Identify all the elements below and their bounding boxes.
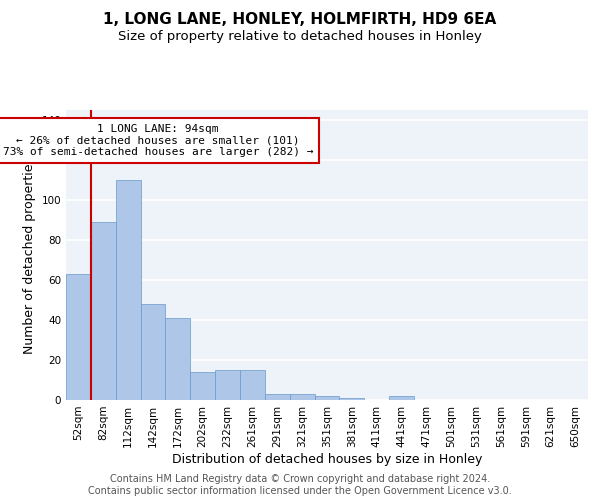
Bar — [140, 304, 166, 400]
Bar — [265, 394, 290, 400]
Bar — [314, 396, 340, 400]
Bar — [340, 398, 364, 400]
Bar — [215, 370, 240, 400]
Text: Size of property relative to detached houses in Honley: Size of property relative to detached ho… — [118, 30, 482, 43]
Bar — [190, 372, 215, 400]
Bar — [240, 370, 265, 400]
Text: Contains public sector information licensed under the Open Government Licence v3: Contains public sector information licen… — [88, 486, 512, 496]
Text: Contains HM Land Registry data © Crown copyright and database right 2024.: Contains HM Land Registry data © Crown c… — [110, 474, 490, 484]
Y-axis label: Number of detached properties: Number of detached properties — [23, 156, 36, 354]
Bar — [290, 394, 314, 400]
Text: 1, LONG LANE, HONLEY, HOLMFIRTH, HD9 6EA: 1, LONG LANE, HONLEY, HOLMFIRTH, HD9 6EA — [103, 12, 497, 28]
Bar — [91, 222, 116, 400]
X-axis label: Distribution of detached houses by size in Honley: Distribution of detached houses by size … — [172, 452, 482, 466]
Text: 1 LONG LANE: 94sqm
← 26% of detached houses are smaller (101)
73% of semi-detach: 1 LONG LANE: 94sqm ← 26% of detached hou… — [3, 124, 313, 157]
Bar — [166, 318, 190, 400]
Bar — [389, 396, 414, 400]
Bar — [66, 274, 91, 400]
Bar — [116, 180, 140, 400]
